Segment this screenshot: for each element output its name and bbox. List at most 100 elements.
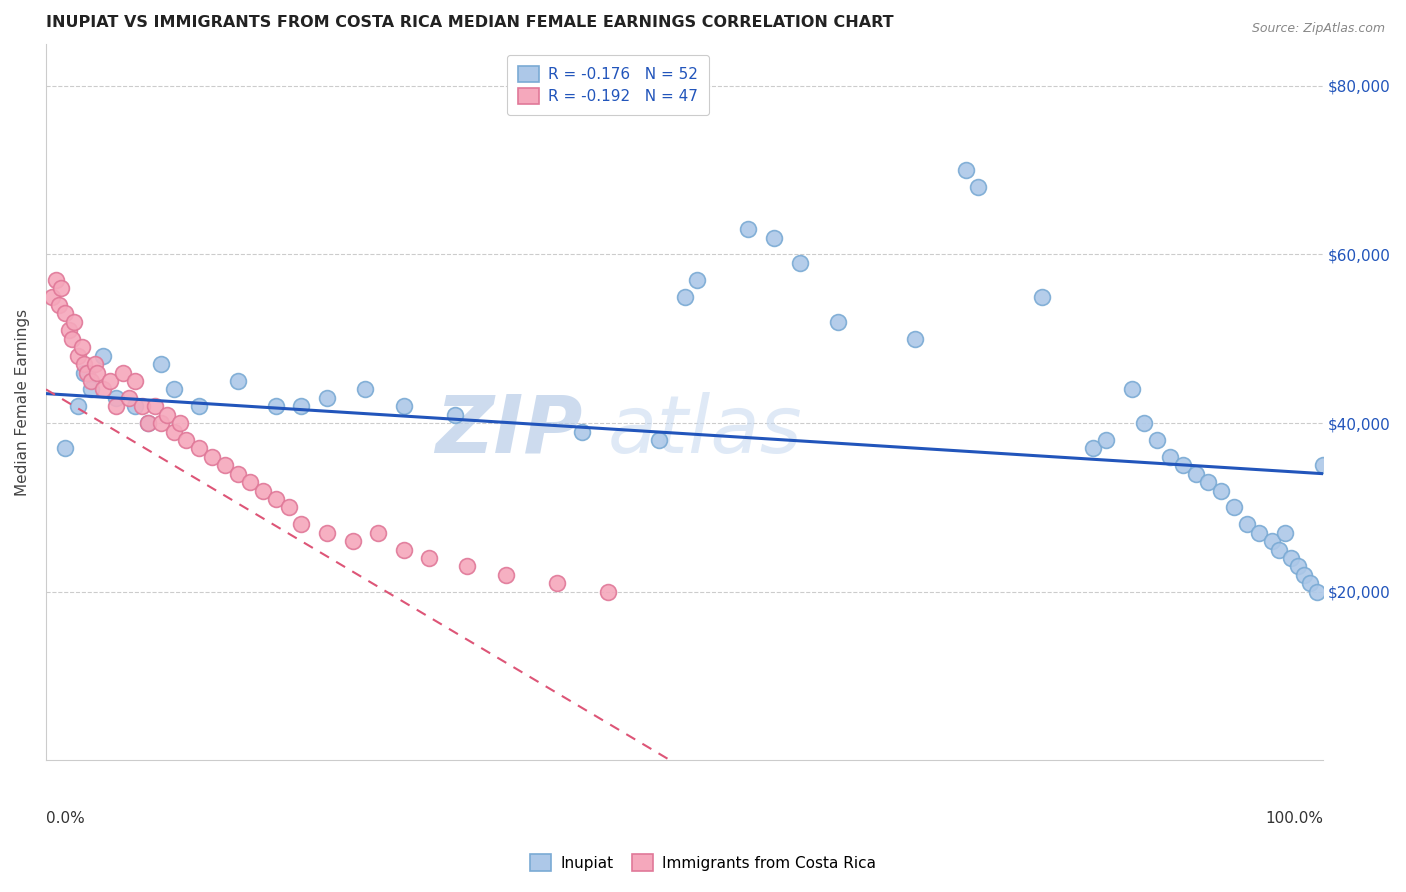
Point (392, 542, 415, 557)
Point (176, 433, 198, 447)
Point (1146, 433, 1168, 447)
Point (1249, 525, 1271, 540)
Point (131, 399, 153, 413)
Point (955, 163, 977, 178)
Point (188, 442, 211, 456)
Point (149, 416, 172, 430)
Point (1312, 458, 1334, 473)
Point (1184, 467, 1206, 481)
Point (686, 273, 709, 287)
Point (1031, 290, 1053, 304)
Point (827, 315, 849, 329)
Point (86, 366, 108, 380)
Point (118, 391, 141, 405)
Point (93, 349, 115, 363)
Point (596, 584, 619, 599)
Point (392, 399, 415, 413)
Point (456, 559, 478, 574)
Y-axis label: Median Female Earnings: Median Female Earnings (15, 309, 30, 496)
Point (1121, 383, 1143, 397)
Point (156, 408, 179, 422)
Point (1171, 458, 1194, 473)
Point (66, 349, 89, 363)
Point (73, 366, 96, 380)
Point (143, 399, 166, 413)
Point (41, 290, 63, 304)
Point (124, 399, 146, 413)
Text: Source: ZipAtlas.com: Source: ZipAtlas.com (1251, 22, 1385, 36)
Point (571, 425, 593, 439)
Point (1197, 475, 1219, 490)
Point (763, 230, 786, 244)
Point (169, 416, 191, 430)
Point (290, 399, 312, 413)
Point (163, 425, 186, 439)
Point (98, 374, 121, 388)
Point (367, 525, 389, 540)
Point (316, 391, 339, 405)
Legend: Inupiat, Immigrants from Costa Rica: Inupiat, Immigrants from Costa Rica (523, 848, 883, 877)
Point (673, 290, 696, 304)
Point (277, 500, 299, 515)
Point (124, 374, 146, 388)
Point (1299, 576, 1322, 591)
Point (105, 391, 128, 405)
Point (903, 332, 925, 346)
Point (136, 416, 159, 430)
Point (264, 399, 287, 413)
Text: 100.0%: 100.0% (1265, 811, 1323, 826)
Point (1095, 433, 1118, 447)
Point (93, 383, 115, 397)
Point (79, 383, 101, 397)
Point (264, 491, 287, 506)
Point (967, 180, 990, 194)
Point (1306, 584, 1329, 599)
Point (1223, 500, 1246, 515)
Point (226, 374, 249, 388)
Point (48, 298, 70, 312)
Point (495, 567, 517, 582)
Point (51, 281, 73, 295)
Text: 0.0%: 0.0% (46, 811, 84, 826)
Point (354, 383, 377, 397)
Point (111, 366, 134, 380)
Point (163, 383, 186, 397)
Point (546, 576, 568, 591)
Point (789, 256, 811, 270)
Point (1209, 483, 1232, 498)
Point (73, 357, 96, 371)
Point (1236, 517, 1258, 532)
Point (188, 399, 211, 413)
Point (1133, 416, 1156, 430)
Point (1159, 450, 1181, 464)
Point (239, 475, 262, 490)
Point (105, 399, 128, 413)
Point (45, 273, 67, 287)
Point (53, 306, 76, 320)
Point (201, 450, 224, 464)
Point (443, 408, 465, 422)
Point (1294, 567, 1316, 582)
Text: ZIP: ZIP (434, 392, 582, 470)
Point (737, 222, 759, 236)
Legend: R = -0.176   N = 52, R = -0.192   N = 47: R = -0.176 N = 52, R = -0.192 N = 47 (508, 55, 709, 115)
Point (1267, 542, 1289, 557)
Point (342, 534, 364, 549)
Point (1279, 551, 1302, 566)
Text: atlas: atlas (607, 392, 803, 470)
Point (290, 517, 312, 532)
Point (1083, 442, 1105, 456)
Point (136, 416, 159, 430)
Point (60, 332, 83, 346)
Point (316, 525, 339, 540)
Point (1286, 559, 1309, 574)
Point (252, 483, 274, 498)
Point (149, 357, 172, 371)
Point (70, 340, 93, 354)
Point (83, 357, 105, 371)
Point (76, 366, 98, 380)
Point (53, 442, 76, 456)
Point (58, 323, 80, 337)
Point (66, 399, 89, 413)
Point (226, 467, 249, 481)
